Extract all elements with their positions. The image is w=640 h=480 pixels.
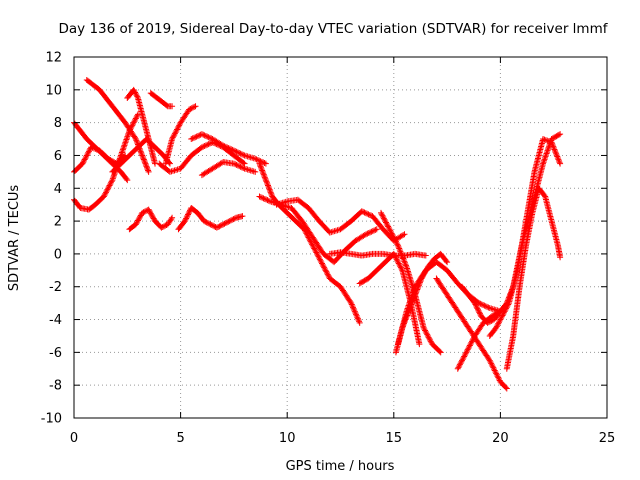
series-sat-z xyxy=(503,185,564,372)
y-tick-label: -10 xyxy=(41,412,62,427)
x-tick-label: 5 xyxy=(176,431,184,446)
y-tick-label: 10 xyxy=(45,83,62,98)
y-tick-label: -8 xyxy=(49,379,62,394)
series-sat-f xyxy=(124,86,159,167)
y-tick-label: 12 xyxy=(45,51,62,66)
series-sat-k xyxy=(175,204,246,233)
x-tick-label: 20 xyxy=(492,431,509,446)
series-sat-g xyxy=(147,90,176,110)
x-tick-label: 25 xyxy=(599,431,616,446)
series-sat-n xyxy=(256,160,363,326)
series-sat-j xyxy=(162,103,199,167)
series-sat-m xyxy=(198,159,259,179)
y-tick-label: -6 xyxy=(49,346,62,361)
series-sat-p xyxy=(273,196,408,244)
x-tick-label: 15 xyxy=(386,431,403,446)
series-sat-q xyxy=(326,249,429,259)
x-axis-label: GPS time / hours xyxy=(286,459,395,474)
y-tick-label: 2 xyxy=(54,215,62,230)
series-sat-y xyxy=(486,136,564,339)
y-tick-label: 6 xyxy=(54,149,62,164)
x-tick-label: 0 xyxy=(70,431,78,446)
series-sat-l xyxy=(188,131,269,167)
data-marks xyxy=(71,76,564,392)
series-sat-w xyxy=(454,308,504,372)
series-sat-o xyxy=(256,193,380,266)
plot-frame xyxy=(73,56,608,419)
y-axis-label: SDTVAR / TECUs xyxy=(7,185,22,292)
series-sat-h xyxy=(126,206,176,233)
series-sat-v xyxy=(433,275,510,392)
axis-ticks: 0 5 10 15 20 25 -10 -8 -6 -4 -2 0 2 4 6 8 10 12 xyxy=(41,51,616,447)
y-tick-label: -4 xyxy=(49,313,62,328)
y-tick-label: 4 xyxy=(54,182,62,197)
chart-title: Day 136 of 2019, Sidereal Day-to-day VTE… xyxy=(59,21,609,37)
y-tick-label: 8 xyxy=(54,116,62,131)
y-tick-label: 0 xyxy=(54,247,62,262)
y-tick-label: -2 xyxy=(49,280,62,295)
x-tick-label: 10 xyxy=(279,431,296,446)
series-sat-u xyxy=(395,259,504,348)
